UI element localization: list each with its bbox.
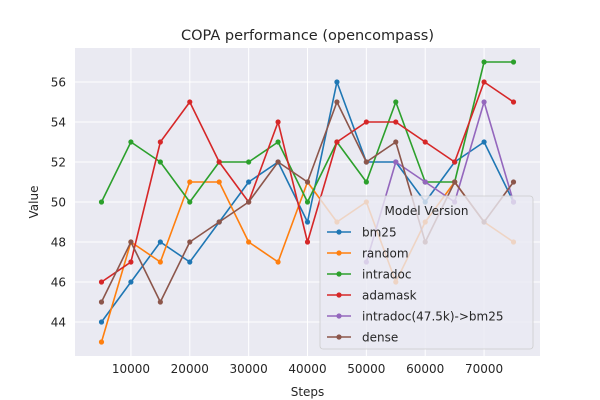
data-point xyxy=(422,139,428,145)
data-point xyxy=(304,179,311,185)
legend-item: random xyxy=(327,247,409,261)
data-point xyxy=(246,199,252,205)
data-point xyxy=(246,159,252,165)
legend-title: Model Version xyxy=(385,204,469,218)
data-point xyxy=(216,159,222,165)
data-point xyxy=(157,159,163,165)
data-point xyxy=(157,259,163,265)
y-tick-label: 54 xyxy=(51,116,66,130)
y-tick-labels: 44 46 48 50 52 54 56 xyxy=(51,76,66,330)
data-point xyxy=(275,259,281,265)
legend-box xyxy=(319,195,534,350)
legend-item: intradoc xyxy=(327,268,412,282)
legend-items: bm25 random intradoc adamask intradoc(47.5k)… xyxy=(327,226,503,345)
data-point xyxy=(157,239,163,245)
data-point xyxy=(98,299,105,305)
legend-item: dense xyxy=(327,331,398,345)
legend-item: adamask xyxy=(327,289,417,303)
data-point xyxy=(187,99,193,105)
data-point xyxy=(393,119,399,125)
legend-label: random xyxy=(362,247,409,261)
data-point xyxy=(275,139,281,145)
data-point xyxy=(510,99,517,105)
data-point xyxy=(422,179,428,185)
x-tick-label: 40000 xyxy=(288,362,326,376)
series-line xyxy=(365,101,515,263)
data-point xyxy=(334,99,340,105)
data-point xyxy=(187,259,193,265)
data-point xyxy=(128,239,134,245)
data-point xyxy=(98,199,105,205)
y-tick-label: 50 xyxy=(51,196,66,210)
y-tick-label: 46 xyxy=(51,276,66,290)
x-tick-label: 10000 xyxy=(112,362,150,376)
data-point xyxy=(98,319,105,325)
data-point xyxy=(187,239,193,245)
y-tick-label: 56 xyxy=(51,76,66,90)
x-tick-label: 30000 xyxy=(230,362,268,376)
data-point xyxy=(187,199,193,205)
legend-label: intradoc xyxy=(362,268,412,282)
legend-label: intradoc(47.5k)->bm25 xyxy=(362,310,503,324)
y-tick-label: 52 xyxy=(51,156,66,170)
data-point xyxy=(128,259,134,265)
legend-marker xyxy=(336,229,342,235)
x-axis-label: Steps xyxy=(291,385,325,399)
legend-marker xyxy=(336,292,342,298)
data-point xyxy=(98,279,105,285)
x-tick-label: 70000 xyxy=(465,362,503,376)
data-point xyxy=(275,159,281,165)
data-point xyxy=(393,139,399,145)
data-point xyxy=(481,59,487,65)
data-point xyxy=(452,179,458,185)
data-point xyxy=(510,59,517,65)
data-point xyxy=(128,139,134,145)
y-tick-label: 44 xyxy=(51,316,66,330)
legend-item: intradoc(47.5k)->bm25 xyxy=(327,310,503,324)
legend-label: adamask xyxy=(362,289,417,303)
data-point xyxy=(246,179,252,185)
data-point xyxy=(216,219,222,225)
x-tick-label: 50000 xyxy=(347,362,385,376)
data-point xyxy=(128,279,134,285)
data-point xyxy=(157,299,163,305)
legend-marker xyxy=(336,271,342,277)
data-point xyxy=(334,139,340,145)
legend-marker xyxy=(336,334,342,340)
chart-title: COPA performance (opencompass) xyxy=(181,28,434,44)
data-point xyxy=(481,79,487,85)
y-axis-label: Value xyxy=(27,186,41,219)
legend-item: bm25 xyxy=(327,226,397,240)
data-point xyxy=(452,159,458,165)
data-point xyxy=(393,159,399,165)
x-tick-label: 20000 xyxy=(171,362,209,376)
data-point xyxy=(304,219,311,225)
data-point xyxy=(334,79,340,85)
x-tick-labels: 10000 20000 30000 40000 50000 60000 70000 xyxy=(112,362,503,376)
data-point xyxy=(304,199,311,205)
data-point xyxy=(246,239,252,245)
data-point xyxy=(393,99,399,105)
y-tick-label: 48 xyxy=(51,236,66,250)
data-point xyxy=(157,139,163,145)
data-point xyxy=(98,339,105,345)
legend-marker xyxy=(336,313,342,319)
data-point xyxy=(363,119,369,125)
data-point xyxy=(216,179,222,185)
legend: Model Version bm25 random intradoc adamask i… xyxy=(319,195,534,350)
data-point xyxy=(510,179,517,185)
data-point xyxy=(363,159,369,165)
legend-label: dense xyxy=(362,331,398,345)
data-point xyxy=(481,99,487,105)
data-point xyxy=(187,179,193,185)
data-point xyxy=(304,239,311,245)
data-point xyxy=(363,179,369,185)
data-point xyxy=(481,139,487,145)
legend-label: bm25 xyxy=(362,226,397,240)
x-tick-label: 60000 xyxy=(406,362,444,376)
legend-marker xyxy=(336,250,342,256)
data-point xyxy=(275,119,281,125)
